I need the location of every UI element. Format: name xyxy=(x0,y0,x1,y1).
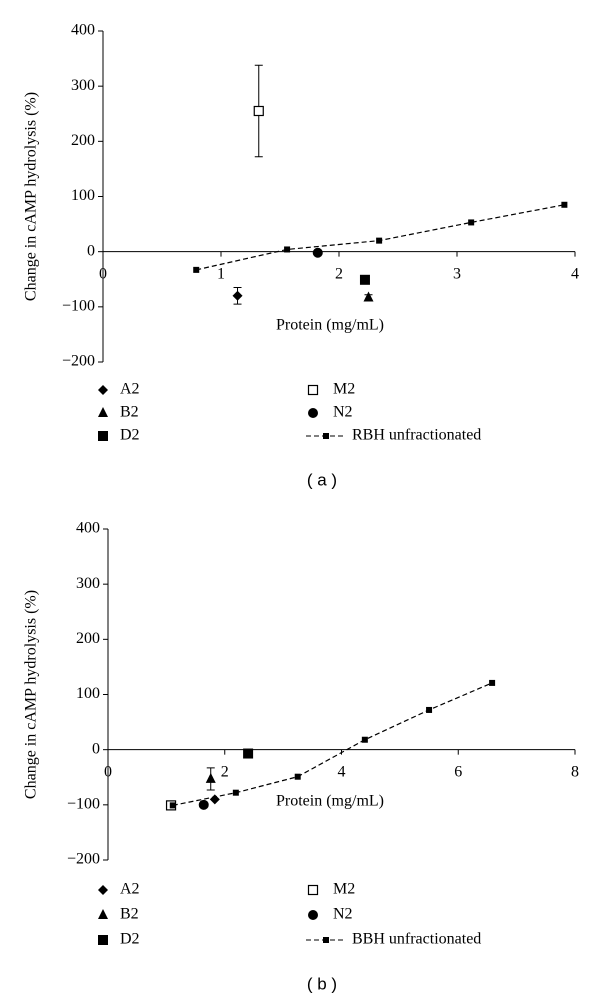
y-tick-label: 100 xyxy=(76,685,100,702)
point xyxy=(361,736,368,743)
y-tick-label: −200 xyxy=(62,353,95,370)
y-tick-label: −100 xyxy=(62,298,95,315)
point xyxy=(376,237,383,244)
x-axis-label: Protein (mg/mL) xyxy=(276,793,384,810)
x-tick-label: 4 xyxy=(338,763,346,780)
y-tick-label: 300 xyxy=(71,77,95,94)
x-tick-label: 6 xyxy=(454,763,462,780)
y-tick-label: 200 xyxy=(76,630,100,647)
point xyxy=(489,679,496,686)
legend-label: M2 xyxy=(333,881,355,898)
x-tick-label: 3 xyxy=(453,265,461,282)
x-tick-label: 4 xyxy=(571,265,579,282)
point xyxy=(561,201,568,208)
y-axis-label: Change in cAMP hydrolysis (%) xyxy=(23,590,40,799)
legend-marker xyxy=(98,385,108,395)
legend-label: A2 xyxy=(120,381,140,398)
y-axis-label: Change in cAMP hydrolysis (%) xyxy=(23,92,40,301)
series-line xyxy=(196,204,565,271)
x-tick-label: 8 xyxy=(571,763,579,780)
legend-marker xyxy=(98,885,108,895)
x-tick-label: 0 xyxy=(104,763,112,780)
point xyxy=(426,706,433,713)
y-tick-label: 0 xyxy=(92,740,100,757)
point xyxy=(284,246,291,253)
legend-label: B2 xyxy=(120,404,139,421)
x-tick-label: 2 xyxy=(221,763,229,780)
point xyxy=(209,794,220,805)
x-tick-label: 1 xyxy=(217,265,225,282)
legend-marker xyxy=(307,884,319,896)
legend-marker xyxy=(308,910,318,920)
y-tick-label: 300 xyxy=(76,575,100,592)
legend-label: N2 xyxy=(333,404,353,421)
legend-marker xyxy=(98,407,108,417)
point xyxy=(169,802,176,809)
point xyxy=(198,799,209,810)
legend-marker xyxy=(98,935,108,945)
x-axis-label: Protein (mg/mL) xyxy=(276,317,384,334)
point xyxy=(359,274,370,285)
y-tick-label: 400 xyxy=(71,22,95,39)
point xyxy=(232,789,239,796)
legend-marker xyxy=(98,909,108,919)
point xyxy=(232,290,243,301)
legend-marker xyxy=(323,937,329,943)
point xyxy=(294,773,301,780)
legend-label: M2 xyxy=(333,381,355,398)
point xyxy=(253,105,264,117)
point xyxy=(243,748,254,759)
series-line xyxy=(172,682,493,806)
legend-label: A2 xyxy=(120,881,140,898)
legend-label: BBH unfractionated xyxy=(352,931,481,948)
legend-marker xyxy=(308,408,318,418)
y-tick-label: 0 xyxy=(87,242,95,259)
legend-marker xyxy=(98,431,108,441)
y-tick-label: −100 xyxy=(67,796,100,813)
y-tick-label: 100 xyxy=(71,187,95,204)
legend-label: RBH unfractionated xyxy=(352,427,481,444)
y-tick-label: −200 xyxy=(67,851,100,868)
y-tick-label: 200 xyxy=(71,132,95,149)
legend-label: D2 xyxy=(120,427,140,444)
point xyxy=(193,266,200,273)
x-tick-label: 2 xyxy=(335,265,343,282)
point xyxy=(312,247,323,258)
legend-marker xyxy=(307,384,319,396)
legend-label: N2 xyxy=(333,906,353,923)
legend-label: B2 xyxy=(120,906,139,923)
y-tick-label: 400 xyxy=(76,520,100,537)
caption: ( a ) xyxy=(307,470,337,489)
caption: ( b ) xyxy=(307,974,337,993)
point xyxy=(205,772,216,783)
x-tick-label: 0 xyxy=(99,265,107,282)
point xyxy=(468,219,475,226)
legend-label: D2 xyxy=(120,931,140,948)
point xyxy=(363,291,374,302)
legend-marker xyxy=(323,433,329,439)
